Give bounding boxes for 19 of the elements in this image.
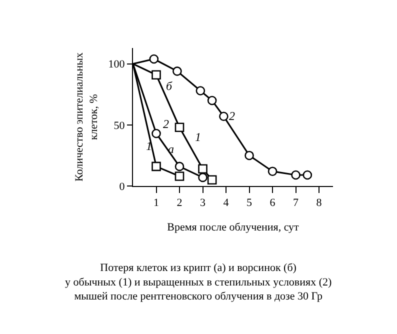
x-tick-label: 6 (270, 197, 276, 210)
x-tick-label: 2 (176, 197, 182, 210)
series-label: 2 (229, 109, 235, 123)
series-label: 2 (163, 117, 169, 131)
x-tick-label: 4 (223, 197, 230, 210)
text: Потеря клеток из крипт (а) и ворсинок (б) у обычных (1) и выращенных в степильных условиях (2) мышей после рентгеновского облучения в дозе 30 Гр (65, 262, 332, 303)
y-axis-title: Количество эпителиальных клеток, % (74, 52, 100, 182)
annotation: б (166, 79, 173, 93)
y-tick-label: 0 (119, 180, 126, 193)
x-tick-label: 7 (293, 197, 300, 210)
y-tick-label: 50 (114, 120, 126, 132)
series-label: 1 (146, 139, 152, 153)
series-label: 1 (195, 130, 201, 144)
x-axis-title: Время после облучения, сут (167, 221, 300, 234)
y-tick-label: 100 (108, 58, 126, 71)
x-tick-label: 1 (154, 197, 160, 210)
x-tick-label: 3 (200, 197, 206, 210)
x-tick-label: 8 (316, 197, 322, 210)
x-tick-label: 5 (246, 197, 253, 210)
